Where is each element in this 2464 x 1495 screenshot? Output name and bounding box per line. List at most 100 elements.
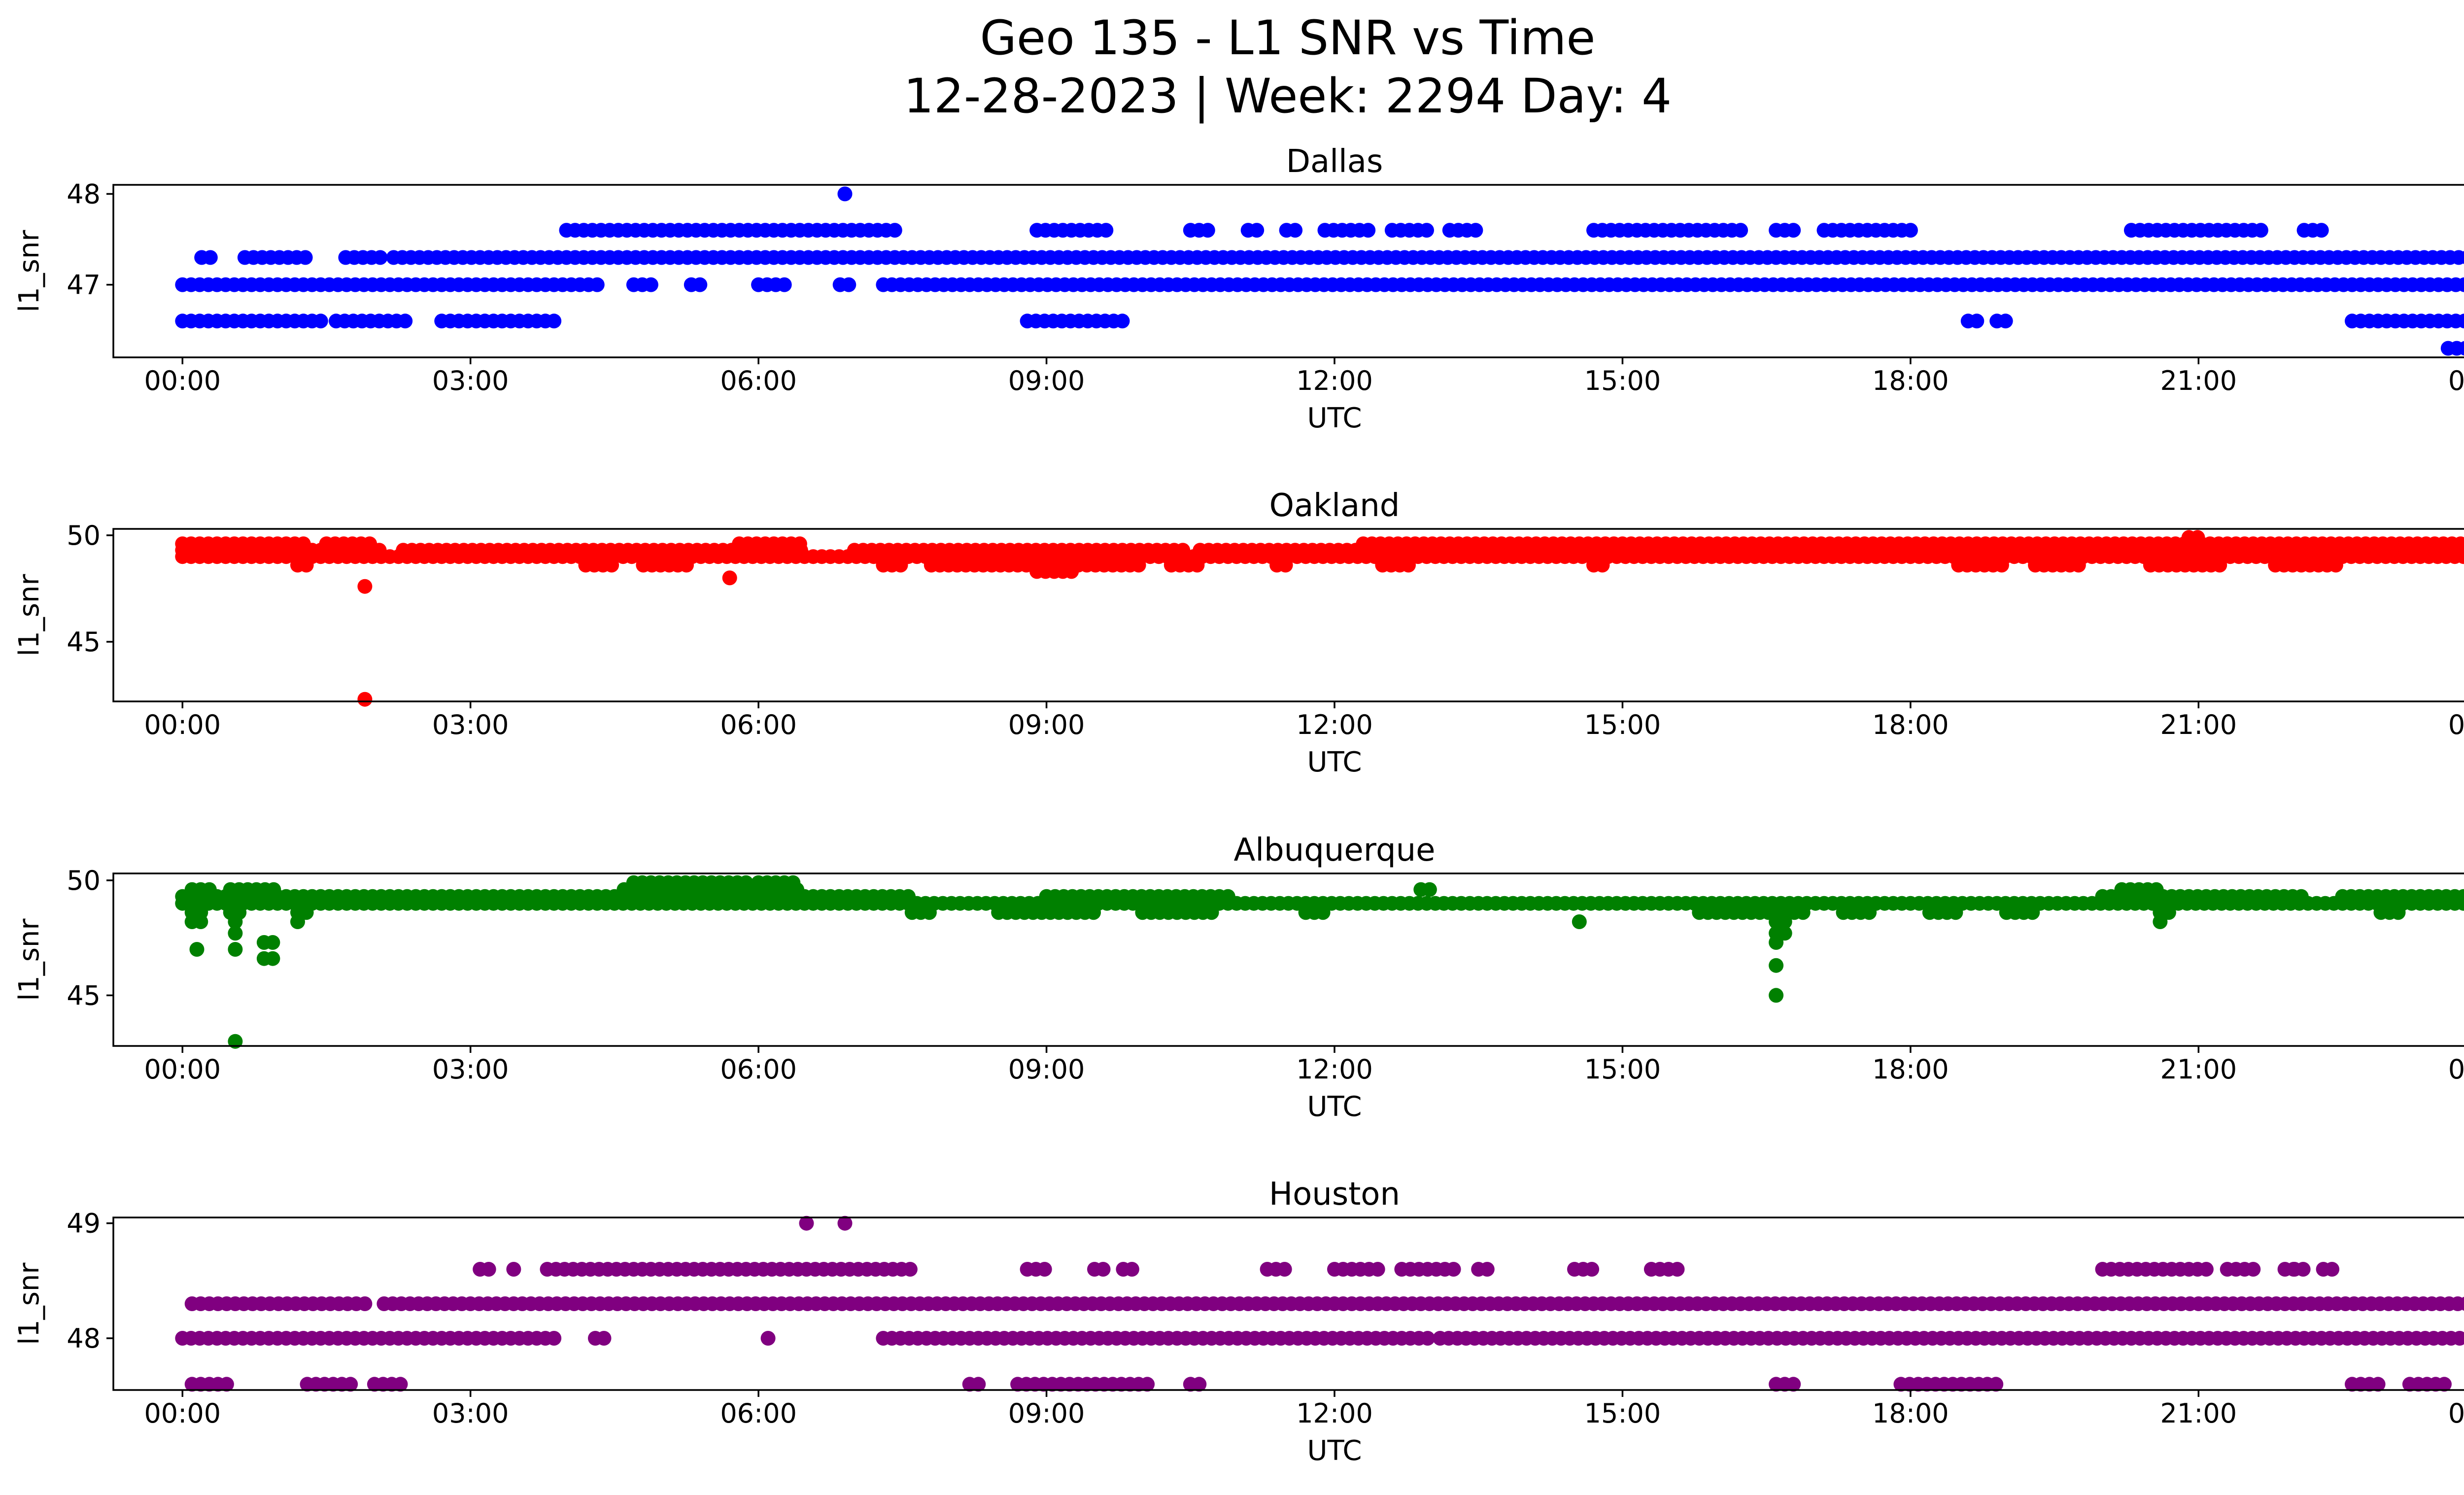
panel-title: Oakland <box>1269 487 1400 524</box>
y-tick-label: 45 <box>67 626 101 658</box>
x-tick-label: 03:00 <box>432 365 509 396</box>
x-tick-label: 00:00 <box>144 1398 221 1429</box>
data-point <box>1777 914 1792 929</box>
data-point <box>219 1377 234 1392</box>
data-point <box>193 914 208 929</box>
scatter-points <box>175 875 2464 1049</box>
data-point <box>893 557 908 573</box>
data-point <box>1370 1262 1385 1277</box>
data-point <box>547 313 562 329</box>
x-tick-label: 03:00 <box>432 709 509 740</box>
data-point <box>298 250 313 265</box>
data-point <box>1131 557 1146 573</box>
panel-houston: Houston 00:00 03:00 06:00 09:00 12:00 15:00 18:… <box>13 1176 2464 1467</box>
x-tick-label: 15:00 <box>1584 1054 1661 1085</box>
data-point <box>2295 1262 2311 1277</box>
data-point <box>1969 313 1985 329</box>
data-point <box>596 1331 612 1346</box>
x-tick-label: 12:00 <box>1296 365 1373 396</box>
x-tick-label: 21:00 <box>2160 1054 2237 1085</box>
data-point <box>1124 1262 1139 1277</box>
data-point <box>2452 1331 2464 1346</box>
x-tick-label: 12:00 <box>1296 709 1373 740</box>
data-point <box>203 250 218 265</box>
data-point <box>887 223 902 238</box>
data-point <box>1278 557 1293 573</box>
data-point <box>837 186 853 202</box>
data-point <box>2025 905 2040 920</box>
scatter-points <box>175 186 2464 356</box>
data-point <box>2391 905 2406 920</box>
y-axis-label: l1_snr <box>13 230 45 313</box>
data-point <box>738 875 753 890</box>
data-point <box>786 875 801 890</box>
data-point <box>1572 914 1587 929</box>
data-point <box>393 1377 408 1392</box>
data-point <box>643 277 658 292</box>
data-point <box>1277 1262 1292 1277</box>
x-axis-label: UTC <box>1307 402 1362 434</box>
x-tick-label: 15:00 <box>1584 365 1661 396</box>
data-point <box>1095 1262 1111 1277</box>
data-point <box>1988 1377 2004 1392</box>
data-point <box>1795 905 1811 920</box>
x-tick-label: 18:00 <box>1872 365 1949 396</box>
data-point <box>1786 223 1801 238</box>
data-point <box>357 1296 373 1311</box>
data-point <box>1064 564 1079 579</box>
x-axis-label: UTC <box>1307 746 1362 778</box>
data-point <box>290 914 305 929</box>
data-point <box>1862 905 1877 920</box>
data-point <box>228 1034 243 1049</box>
x-tick-label: 09:00 <box>1008 365 1085 396</box>
scatter-points <box>175 530 2464 707</box>
data-point <box>792 536 807 552</box>
data-point <box>902 1262 918 1277</box>
data-point <box>1288 223 1303 238</box>
data-point <box>2457 277 2464 292</box>
panel-albuquerque: Albuquerque 00:00 03:00 06:00 09:00 12:00 15:0… <box>13 832 2464 1123</box>
data-point <box>343 1377 358 1392</box>
y-tick-label: 50 <box>67 865 101 896</box>
x-tick-label: 09:00 <box>1008 709 1085 740</box>
x-tick-label: 12:00 <box>1296 1054 1373 1085</box>
data-point <box>228 914 243 929</box>
x-tick-label: 00:00 <box>144 365 221 396</box>
data-point <box>2314 223 2329 238</box>
data-point <box>1220 889 1235 904</box>
data-point <box>2293 889 2309 904</box>
data-point <box>2462 538 2464 549</box>
y-axis-label: l1_snr <box>13 1262 45 1345</box>
data-point <box>2161 905 2176 920</box>
x-tick-label: 00:00 <box>2448 1054 2464 1085</box>
data-point <box>1948 905 1963 920</box>
data-point <box>1777 926 1792 941</box>
y-tick-label: 48 <box>67 178 101 209</box>
data-point <box>373 250 388 265</box>
data-point <box>2437 1377 2452 1392</box>
y-tick-label: 45 <box>67 980 101 1011</box>
data-point <box>1903 223 1918 238</box>
data-point <box>2459 1296 2464 1311</box>
data-point <box>189 942 205 957</box>
figure-title: Geo 135 - L1 SNR vs Time 12-28-2023 | We… <box>0 9 2464 125</box>
y-tick-label: 49 <box>67 1208 101 1239</box>
x-tick-label: 06:00 <box>720 1398 797 1429</box>
data-point <box>265 935 280 950</box>
data-point <box>1584 1262 1600 1277</box>
x-tick-label: 18:00 <box>1872 1054 1949 1085</box>
data-point <box>1204 905 1219 920</box>
data-point <box>841 277 856 292</box>
x-tick-label: 00:00 <box>2448 1398 2464 1429</box>
data-point <box>228 942 243 957</box>
data-point <box>1419 223 1434 238</box>
data-point <box>2457 313 2464 329</box>
data-point <box>2453 536 2464 552</box>
y-tick-label: 47 <box>67 270 101 301</box>
data-point <box>1670 1262 1685 1277</box>
data-point <box>296 536 311 552</box>
x-tick-label: 00:00 <box>144 709 221 740</box>
data-point <box>1037 1262 1052 1277</box>
data-point <box>1733 223 1748 238</box>
